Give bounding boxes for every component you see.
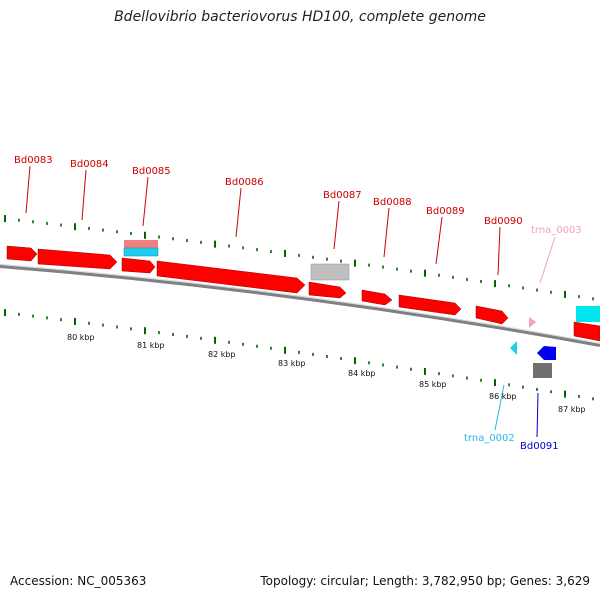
scale-label: 81 kbp bbox=[137, 341, 165, 350]
gene-label[interactable]: Bd0089 bbox=[426, 206, 465, 217]
rrna-block-pink[interactable] bbox=[124, 240, 158, 248]
gene-label[interactable]: Bd0087 bbox=[323, 190, 362, 201]
gene-label[interactable]: trna_0002 bbox=[464, 433, 515, 444]
gene-arrow-bd0091[interactable] bbox=[537, 346, 556, 360]
gene-arrow-bd0086[interactable] bbox=[156, 260, 306, 294]
gene-arrow-bd0083[interactable] bbox=[6, 245, 38, 262]
forward-genes bbox=[6, 245, 600, 342]
scale-label: 84 kbp bbox=[348, 369, 376, 378]
gene-label[interactable]: Bd0083 bbox=[14, 155, 53, 166]
scale-label: 83 kbp bbox=[278, 359, 306, 368]
genome-backbone bbox=[0, 264, 600, 347]
scale-label: 85 kbp bbox=[419, 380, 447, 389]
gene-label[interactable]: trna_0003 bbox=[531, 225, 582, 236]
gene-arrow-bd0085[interactable] bbox=[121, 257, 156, 274]
dark-grey-feature[interactable] bbox=[533, 363, 552, 378]
label-leaders bbox=[25, 165, 556, 438]
cyan-feature-block[interactable] bbox=[576, 306, 600, 322]
gene-arrow-bd0084[interactable] bbox=[37, 248, 118, 270]
map-title: Bdellovibrio bacteriovorus HD100, comple… bbox=[114, 9, 486, 25]
gene-label[interactable]: Bd0085 bbox=[132, 166, 171, 177]
rrna-block-cyan[interactable] bbox=[123, 247, 159, 257]
gene-arrow-offscreen[interactable] bbox=[573, 321, 600, 342]
trna-arrow-cyan[interactable] bbox=[510, 341, 517, 355]
gene-arrow-bd0087[interactable] bbox=[308, 281, 347, 299]
tick-row-lower bbox=[4, 309, 594, 401]
gene-label[interactable]: Bd0088 bbox=[373, 197, 412, 208]
gene-label[interactable]: Bd0084 bbox=[70, 159, 109, 170]
gene-arrow-bd0089[interactable] bbox=[398, 294, 462, 316]
genome-summary-text: Topology: circular; Length: 3,782,950 bp… bbox=[260, 574, 590, 588]
scale-label: 82 kbp bbox=[208, 350, 236, 359]
scale-labels: 80 kbp 81 kbp 82 kbp 83 kbp 84 kbp 85 kb… bbox=[67, 333, 586, 414]
gene-label[interactable]: Bd0090 bbox=[484, 216, 523, 227]
scale-label: 87 kbp bbox=[558, 405, 586, 414]
gene-labels: Bd0083 Bd0084 Bd0085 Bd0086 Bd0087 Bd008… bbox=[14, 155, 582, 452]
tick-row-upper bbox=[4, 215, 594, 301]
trna-arrow-pink[interactable] bbox=[529, 317, 536, 328]
gene-label[interactable]: Bd0091 bbox=[520, 441, 559, 452]
gene-arrow-bd0090[interactable] bbox=[475, 305, 509, 325]
scale-label: 80 kbp bbox=[67, 333, 95, 342]
grey-feature-block[interactable] bbox=[310, 263, 350, 281]
accession-text: Accession: NC_005363 bbox=[10, 574, 147, 588]
gene-label[interactable]: Bd0086 bbox=[225, 177, 264, 188]
scale-label: 86 kbp bbox=[489, 392, 517, 401]
gene-arrow-bd0088[interactable] bbox=[361, 289, 393, 306]
